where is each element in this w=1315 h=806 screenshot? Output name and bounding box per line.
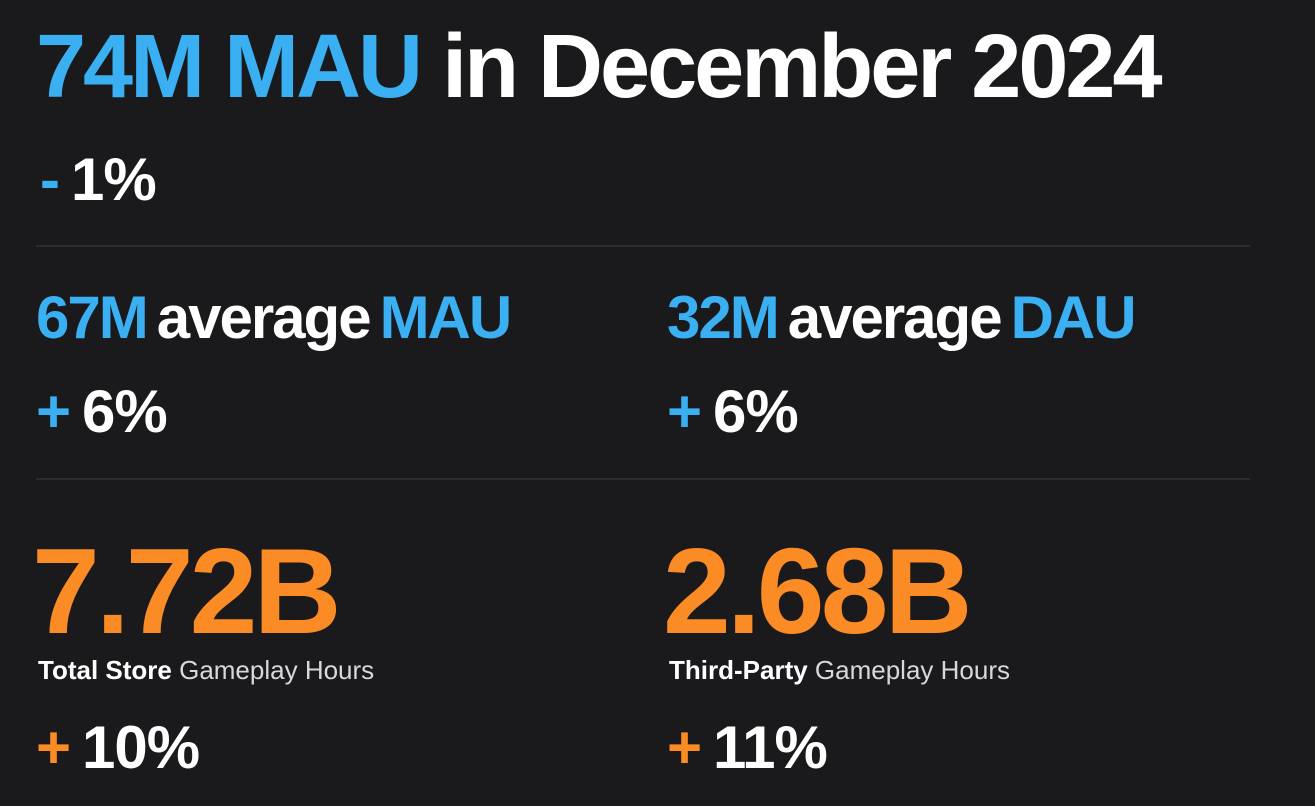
total-store-caption-bold: Total Store xyxy=(38,655,172,685)
total-store-hours-change: +10% xyxy=(36,718,200,778)
average-dau-change: +6% xyxy=(667,382,799,442)
total-store-hours-caption: Total Store Gameplay Hours xyxy=(38,657,374,683)
total-store-change-value: 10% xyxy=(82,714,200,781)
third-party-hours-caption: Third-Party Gameplay Hours xyxy=(669,657,1010,683)
headline-change-value: 1% xyxy=(70,146,157,213)
total-store-hours-value: 7.72B xyxy=(32,523,342,659)
average-dau-middle: average xyxy=(787,284,1003,351)
third-party-caption-bold: Third-Party xyxy=(669,655,808,685)
third-party-caption-light: Gameplay Hours xyxy=(814,655,1010,685)
average-mau-label: MAU xyxy=(379,284,513,351)
average-dau-change-sign: + xyxy=(667,378,702,445)
headline-change: -1% xyxy=(40,150,157,210)
average-mau-heading: 67M average MAU xyxy=(36,288,512,348)
average-mau-middle: average xyxy=(156,284,372,351)
average-mau-change: +6% xyxy=(36,382,168,442)
average-mau-change-value: 6% xyxy=(82,378,168,445)
average-mau-change-sign: + xyxy=(36,378,71,445)
total-store-change-sign: + xyxy=(36,714,71,781)
third-party-change-value: 11% xyxy=(713,714,828,781)
average-dau-heading: 32M average DAU xyxy=(667,288,1137,348)
headline-text: in December 2024 xyxy=(442,17,1162,117)
page-title: 74M MAU in December 2024 xyxy=(36,22,1163,112)
headline-change-sign: - xyxy=(40,146,60,213)
divider-top xyxy=(36,245,1250,247)
average-dau-change-value: 6% xyxy=(713,378,799,445)
total-store-caption-light: Gameplay Hours xyxy=(179,655,375,685)
third-party-change-sign: + xyxy=(667,714,702,781)
third-party-hours-change: +11% xyxy=(667,718,828,778)
average-dau-label: DAU xyxy=(1010,284,1137,351)
third-party-hours-value: 2.68B xyxy=(663,523,973,659)
divider-middle xyxy=(36,478,1250,480)
average-mau-value: 67M xyxy=(36,284,149,351)
average-dau-value: 32M xyxy=(667,284,780,351)
headline-mau-value: 74M MAU xyxy=(36,17,423,117)
